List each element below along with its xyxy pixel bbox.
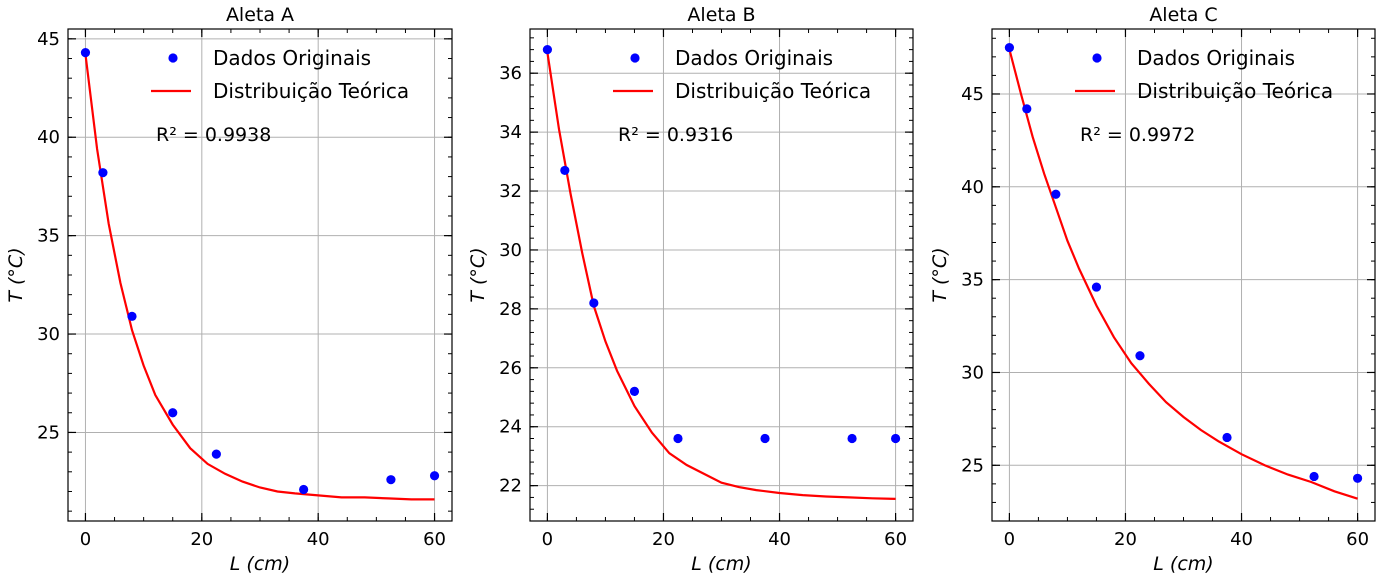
- theoretical-curve: [1008, 49, 1358, 500]
- legend: Dados Originais Distribuição Teórica: [1075, 46, 1333, 103]
- data-point: [98, 168, 108, 178]
- data-point: [1352, 473, 1363, 483]
- data-point: [1309, 471, 1319, 482]
- legend-marker-points: [168, 53, 178, 63]
- legend-label: Dados Originais: [675, 46, 833, 70]
- y-tick-label: 30: [499, 240, 522, 261]
- chart-title: Aleta B: [687, 4, 755, 26]
- data-point: [1091, 282, 1102, 292]
- data-point: [1051, 189, 1061, 199]
- x-tick-label: 40: [768, 529, 791, 550]
- x-tick-label: 20: [1114, 529, 1137, 550]
- y-tick-label: 30: [961, 362, 984, 383]
- legend-marker-points: [630, 53, 640, 63]
- legend: Dados Originais Distribuição Teórica: [151, 46, 409, 103]
- y-tick-label: 32: [499, 181, 522, 202]
- y-tick-label: 34: [499, 122, 522, 143]
- y-tick-label: 36: [499, 63, 522, 84]
- x-tick-label: 60: [884, 529, 907, 550]
- y-tick-label: 30: [37, 324, 60, 345]
- r-squared-annotation: R² = 0.9316: [618, 124, 733, 146]
- y-axis-label: T (°C): [929, 247, 951, 302]
- legend-marker-points: [1092, 53, 1102, 63]
- chart-title: Aleta A: [226, 4, 294, 26]
- y-tick-label: 45: [961, 84, 984, 105]
- theoretical-curve: [84, 54, 435, 501]
- data-point: [542, 45, 553, 55]
- data-point: [168, 408, 178, 418]
- x-tick-label: 0: [542, 529, 553, 550]
- data-point: [1222, 432, 1232, 443]
- chart-title: Aleta C: [1149, 4, 1217, 26]
- panel-1: 0 20 40 60 25 30 35 40 45 Aleta A L (cm) T (°C) R² =…: [5, 4, 453, 575]
- y-axis-label: T (°C): [5, 247, 27, 302]
- y-tick-label: 35: [37, 226, 60, 247]
- y-tick-label: 28: [499, 299, 522, 320]
- data-point: [211, 449, 221, 459]
- y-tick-label: 25: [961, 455, 984, 476]
- y-tick-label: 35: [961, 270, 984, 291]
- x-tick-label: 40: [1230, 529, 1253, 550]
- axes-frame: [991, 28, 1376, 522]
- x-tick-label: 0: [1004, 529, 1015, 550]
- x-axis-label: L (cm): [691, 553, 751, 575]
- x-tick-label: 40: [307, 529, 330, 550]
- r-squared-annotation: R² = 0.9972: [1080, 124, 1195, 146]
- x-tick-label: 20: [652, 529, 675, 550]
- y-tick-label: 40: [37, 127, 60, 148]
- x-tick-label: 20: [190, 529, 213, 550]
- legend-label: Dados Originais: [1137, 46, 1295, 70]
- legend-label: Distribuição Teórica: [675, 79, 871, 103]
- axes-frame: [67, 28, 453, 522]
- data-point: [1022, 104, 1032, 114]
- legend: Dados Originais Distribuição Teórica: [613, 46, 871, 103]
- data-point: [760, 433, 770, 444]
- x-tick-label: 60: [1346, 529, 1369, 550]
- data-point: [386, 475, 396, 485]
- data-point: [890, 433, 901, 444]
- y-tick-label: 45: [37, 29, 60, 50]
- data-point: [1135, 351, 1145, 361]
- legend-label: Distribuição Teórica: [1137, 79, 1333, 103]
- data-point: [1004, 42, 1015, 53]
- theoretical-curve: [546, 52, 896, 500]
- data-point: [80, 48, 91, 58]
- r-squared-annotation: R² = 0.9938: [156, 124, 271, 146]
- legend-label: Dados Originais: [213, 46, 371, 70]
- data-point: [127, 311, 137, 321]
- panel-2: 0 20 40 60 22 24 26 28 30 32 34 36 Aleta B L (cm) T (°…: [467, 4, 914, 575]
- x-axis-label: L (cm): [1153, 553, 1213, 575]
- y-tick-label: 25: [37, 422, 60, 443]
- y-tick-label: 40: [961, 177, 984, 198]
- y-tick-label: 22: [499, 476, 522, 497]
- x-axis-label: L (cm): [230, 553, 290, 575]
- axes-frame: [529, 28, 914, 522]
- x-tick-label: 0: [80, 529, 91, 550]
- panel-3: 0 20 40 60 25 30 35 40 45 Aleta C L (cm) T (°C) R² =…: [929, 4, 1376, 575]
- x-tick-label: 60: [423, 529, 446, 550]
- data-point: [299, 484, 309, 495]
- data-point: [560, 165, 570, 176]
- data-point: [589, 298, 599, 308]
- y-tick-label: 24: [499, 417, 522, 438]
- data-point: [629, 386, 640, 396]
- y-tick-label: 26: [499, 358, 522, 379]
- data-point: [429, 471, 440, 481]
- data-point: [673, 433, 683, 444]
- y-axis-label: T (°C): [467, 247, 489, 302]
- legend-label: Distribuição Teórica: [213, 79, 409, 103]
- data-point: [847, 433, 857, 444]
